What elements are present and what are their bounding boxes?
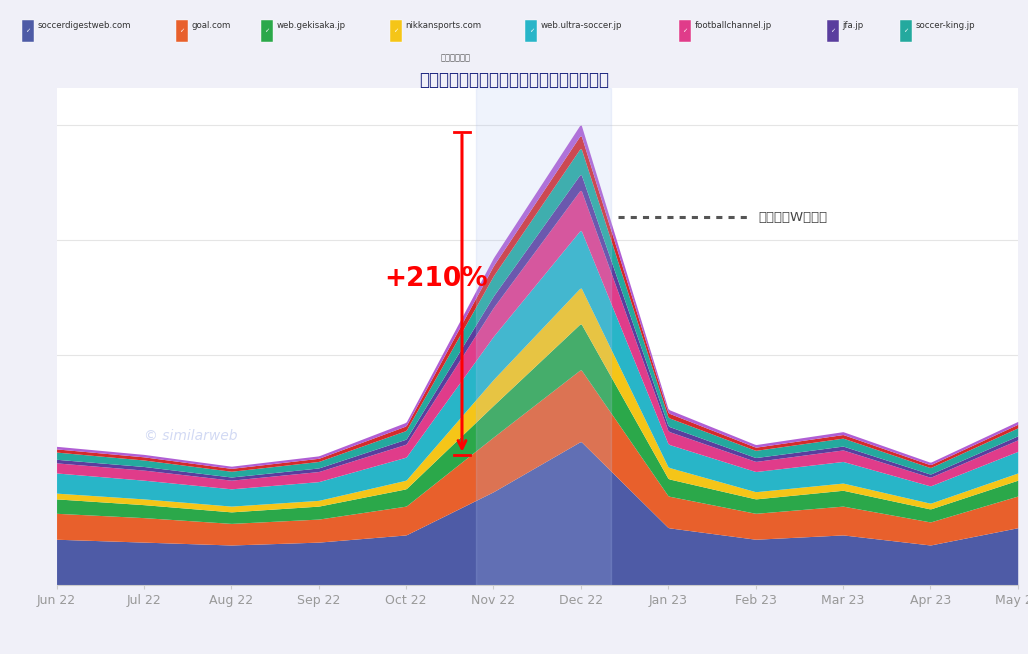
Text: web.gekisaka.jp: web.gekisaka.jp [277,21,345,30]
FancyBboxPatch shape [827,20,839,42]
Text: ✓: ✓ [1026,29,1028,33]
Text: ✓: ✓ [26,29,31,33]
Text: web.ultra-soccer.jp: web.ultra-soccer.jp [541,21,622,30]
Text: ✓: ✓ [683,29,688,33]
FancyBboxPatch shape [22,20,34,42]
FancyBboxPatch shape [680,20,691,42]
Text: カタールW杯期間: カタールW杯期間 [759,211,828,224]
Text: ✓: ✓ [903,29,908,33]
FancyBboxPatch shape [176,20,188,42]
FancyBboxPatch shape [261,20,273,42]
Text: +210%: +210% [384,266,488,292]
Text: © similarweb: © similarweb [144,429,237,443]
Text: goal.com: goal.com [191,21,231,30]
FancyBboxPatch shape [1022,20,1028,42]
Text: ✓: ✓ [264,29,269,33]
Text: jfa.jp: jfa.jp [842,21,864,30]
Text: nikkansports.com: nikkansports.com [406,21,482,30]
Text: soccer-king.jp: soccer-king.jp [915,21,975,30]
Text: ✓: ✓ [179,29,184,33]
FancyBboxPatch shape [525,20,538,42]
Text: 日刊スポーツ: 日刊スポーツ [441,54,471,62]
FancyBboxPatch shape [900,20,912,42]
Text: ✓: ✓ [831,29,836,33]
Text: soccerdigestweb.com: soccerdigestweb.com [37,21,131,30]
FancyBboxPatch shape [390,20,402,42]
Text: footballchannel.jp: footballchannel.jp [695,21,772,30]
Text: ✓: ✓ [528,29,534,33]
Text: 各サッカーメディアへのトラフィック推移: 各サッカーメディアへのトラフィック推移 [419,71,609,89]
Text: ✓: ✓ [394,29,399,33]
Bar [476,88,612,585]
